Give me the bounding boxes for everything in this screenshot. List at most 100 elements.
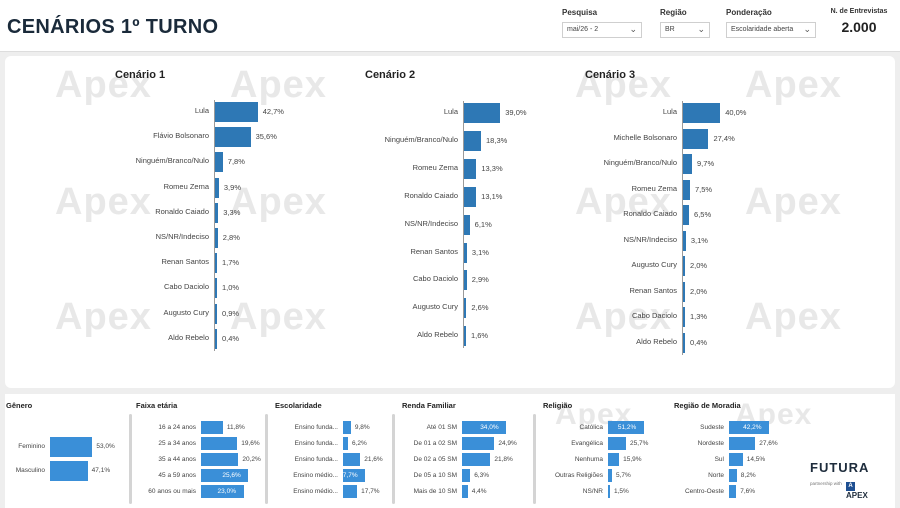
- bar-label: 25 a 34 anos: [158, 439, 196, 447]
- brand-name: FUTURA: [810, 460, 870, 475]
- bar-label: Ensino funda...: [294, 439, 338, 447]
- bar-value: 1,5%: [614, 487, 629, 495]
- bar: [464, 103, 501, 123]
- bar-label: Aldo Rebelo: [168, 332, 209, 342]
- bar-value: 27,6%: [759, 439, 778, 447]
- bar: [462, 453, 491, 466]
- bar-value: 6,2%: [351, 439, 367, 447]
- bar: [683, 154, 693, 174]
- page-title: CENÁRIOS 1º TURNO: [7, 16, 219, 38]
- bar-label: Lula: [443, 107, 458, 116]
- bar-label: Masculino: [15, 467, 45, 474]
- bar: [201, 437, 238, 450]
- bar: [729, 469, 737, 482]
- bar-label: Romeu Zema: [631, 183, 677, 193]
- bar-value: 53,0%: [96, 443, 115, 450]
- bar: [464, 158, 477, 179]
- bar-label: Evangélica: [571, 439, 603, 447]
- count-label: N. de Entrevistas: [830, 8, 888, 15]
- ponderacao-dropdown[interactable]: Escolaridade aberta ⌄: [726, 22, 816, 38]
- bar-axis: [682, 101, 683, 355]
- bar-label: Ronaldo Caiado: [623, 209, 677, 218]
- bar-value: 27,4%: [713, 133, 735, 143]
- bar: [683, 307, 685, 327]
- apex-watermark: Apex: [745, 64, 842, 106]
- scroll-separator[interactable]: [129, 414, 132, 504]
- bar: [608, 469, 612, 482]
- bar: [462, 437, 495, 450]
- apex-mark-icon: A: [846, 482, 855, 492]
- scroll-separator[interactable]: [392, 414, 395, 504]
- bar-label: Augusto Cury: [412, 302, 458, 312]
- bar-label: Romeu Zema: [412, 162, 458, 172]
- apex-watermark: Apex: [55, 296, 152, 338]
- bar-value: 15,9%: [623, 455, 642, 463]
- bar-label: Lula: [662, 107, 677, 116]
- bar: [729, 453, 743, 466]
- bar-label: Ronaldo Caiado: [404, 190, 458, 200]
- regiao-dropdown[interactable]: BR ⌄: [660, 22, 710, 38]
- bar: [50, 461, 88, 481]
- bar-label: NS/NR/Indeciso: [155, 232, 209, 241]
- bar-label: Aldo Rebelo: [417, 330, 458, 340]
- bar: [343, 421, 351, 434]
- scenarios-panel: Apex Apex Apex Apex Apex Apex Apex Apex Apex Apex…: [5, 56, 895, 388]
- bar-value: 1,6%: [471, 331, 489, 341]
- bar-label: Ensino médio...: [293, 487, 338, 495]
- bar: [608, 485, 610, 498]
- bar-value: 2,0%: [690, 261, 708, 270]
- bar-label: Renan Santos: [629, 285, 677, 295]
- bar-value: 3,9%: [223, 182, 241, 192]
- bar-value: 6,1%: [474, 219, 492, 229]
- bar: [343, 469, 366, 482]
- bar: [343, 437, 348, 450]
- bar: [683, 256, 685, 276]
- bar: [50, 437, 93, 457]
- bar: [464, 270, 467, 291]
- bar-value: 2,6%: [471, 303, 489, 313]
- bar-label: Cabo Daciolo: [412, 274, 458, 284]
- bar-value: 18,3%: [486, 135, 508, 145]
- bar-label: NS/NR/Indeciso: [623, 234, 677, 244]
- bar-label: 16 a 24 anos: [158, 423, 196, 431]
- scroll-separator[interactable]: [265, 414, 268, 504]
- bar: [608, 437, 626, 450]
- bar: [215, 127, 251, 148]
- bar-value: 7,8%: [227, 157, 245, 167]
- bar-label: Até 01 SM: [426, 423, 457, 431]
- bar-label: Nordeste: [697, 439, 724, 447]
- bar-value: 47,1%: [91, 467, 111, 474]
- bar: [683, 332, 685, 353]
- bar-label: 35 a 44 anos: [158, 455, 196, 463]
- filter-ponderacao: Ponderação Escolaridade aberta ⌄: [726, 8, 816, 38]
- bar: [729, 485, 737, 498]
- bar-value: 40,0%: [725, 108, 747, 117]
- bar: [464, 186, 477, 207]
- bar-value: 5,7%: [615, 471, 631, 479]
- bar-label: Michelle Bolsonaro: [613, 132, 677, 142]
- bar-axis: [214, 100, 215, 351]
- bar-value: 0,4%: [690, 337, 708, 347]
- bar-value: 3,1%: [690, 235, 708, 245]
- bar-value: 39,0%: [505, 108, 527, 117]
- bar-value: 24,9%: [498, 439, 517, 447]
- bar-label: Cabo Daciolo: [163, 282, 209, 292]
- scenario-title: Cenário 2: [365, 69, 416, 81]
- bar-value: 21,8%: [494, 455, 513, 463]
- bar: [201, 421, 223, 434]
- apex-watermark: Apex: [745, 296, 842, 338]
- bar-value: 2,9%: [471, 275, 489, 285]
- bar-value: 9,7%: [697, 159, 715, 168]
- filter-label: Região: [660, 8, 687, 17]
- bar-label: Augusto Cury: [163, 307, 209, 317]
- bar: [464, 242, 467, 263]
- bar: [464, 214, 470, 235]
- bar-value: 7,5%: [694, 184, 713, 194]
- bar-label: Ninguém/Branco/Nulo: [384, 134, 458, 144]
- bar-value: 25,6%: [222, 471, 241, 479]
- bar-label: Feminino: [18, 443, 45, 450]
- bar-label: Mais de 10 SM: [413, 487, 457, 495]
- pesquisa-dropdown[interactable]: mai/26 - 2 ⌄: [562, 22, 642, 38]
- bar-value: 23,0%: [217, 487, 236, 495]
- scroll-separator[interactable]: [533, 414, 536, 504]
